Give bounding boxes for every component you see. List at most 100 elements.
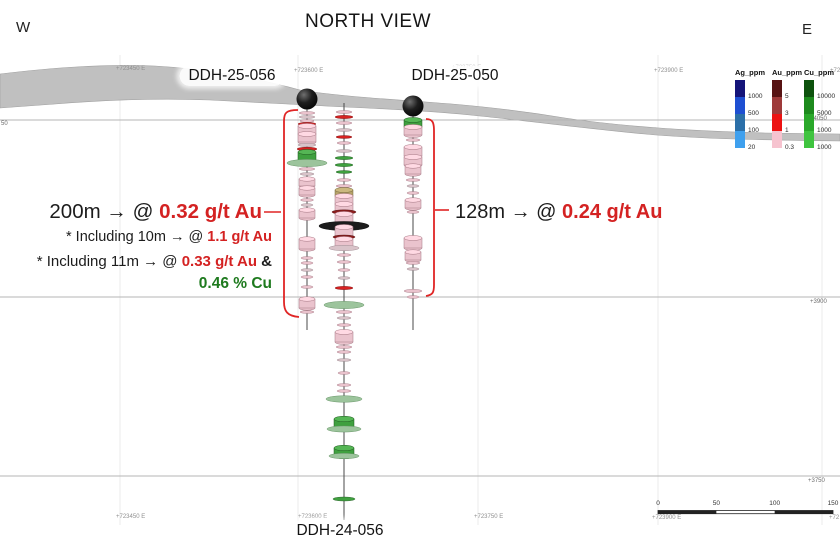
drillhole-interval: [335, 128, 353, 132]
legend-segment: [735, 131, 745, 148]
drillhole-interval: [298, 111, 316, 115]
drillhole-interval: [403, 235, 423, 241]
legend-value: 1000: [748, 93, 763, 100]
drillhole-interval: [328, 453, 360, 459]
coordinate-label-bottom: +723750 E: [474, 514, 504, 520]
compass-east: E: [802, 21, 813, 38]
elevation-label: +3750: [808, 478, 825, 484]
drillhole-interval: [335, 184, 353, 188]
scalebar-tick: 150: [827, 500, 839, 507]
drillhole-interval: [403, 289, 423, 293]
legend-value: 5: [785, 93, 789, 100]
drillhole-interval: [332, 496, 356, 502]
drillhole-interval: [403, 117, 423, 123]
drillhole-interval: [299, 119, 315, 123]
drillhole-interval: [337, 276, 351, 280]
annotation-grade-cu: 0.46 % Cu: [8, 275, 272, 293]
coordinate-label-bottom: +723600 E: [298, 514, 328, 520]
drillhole-interval: [298, 115, 316, 119]
drillhole-interval: [405, 178, 421, 182]
elevation-label: +4050: [810, 116, 827, 122]
drillhole-ddh-25-050: [402, 95, 424, 330]
legend-value: 100: [748, 127, 759, 134]
legend-segment: [772, 131, 782, 148]
including2-grade-au: 0.33 g/t Au: [181, 253, 257, 270]
drillhole-interval: [297, 131, 317, 137]
legend-title-cu_ppm: Cu_ppm: [804, 68, 834, 77]
legend-segment: [804, 97, 814, 114]
drillhole-interval: [333, 444, 355, 452]
coordinate-label-top: +723900 E: [654, 68, 684, 74]
drillhole-interval: [406, 184, 420, 188]
drillhole-interval: [326, 425, 362, 433]
drillhole-interval: [335, 121, 353, 125]
drillhole-interval: [334, 236, 354, 242]
drillhole-interval: [323, 301, 365, 309]
drillhole-interval: [406, 267, 420, 271]
drillhole-interval: [337, 371, 351, 375]
drillhole-interval: [334, 187, 354, 193]
interval-bracket-right: [425, 118, 435, 297]
coordinate-label-bottom: +72: [829, 515, 840, 521]
drillhole-interval: [337, 268, 351, 272]
legend-value: 3: [785, 110, 789, 117]
drillhole-interval: [334, 156, 354, 160]
drillhole-interval: [336, 323, 352, 327]
drillhole-interval: [299, 310, 315, 314]
drillhole-interval: [404, 197, 422, 203]
ampersand: &: [257, 253, 272, 270]
drillhole-interval: [286, 159, 328, 167]
drillhole-interval: [335, 149, 353, 153]
drillhole-label-ddh-24-056: DDH-24-056: [287, 521, 393, 541]
legend-value: 0.3: [785, 144, 795, 151]
drillhole-interval: [297, 123, 317, 129]
drillhole-interval: [406, 191, 420, 195]
drillhole-interval: [336, 260, 352, 264]
drillhole-interval: [298, 236, 316, 242]
annotation-intercept-200m: 200m → @ 0.32 g/t Au: [18, 200, 262, 224]
including2-grade-cu: 0.46 % Cu: [198, 275, 272, 292]
drillhole-interval: [336, 389, 352, 393]
drillhole-interval: [297, 149, 317, 155]
drillhole-interval: [297, 143, 317, 147]
drillhole-interval: [335, 135, 353, 139]
drillhole-interval: [300, 275, 314, 279]
coordinate-label-top: +72: [830, 68, 840, 74]
scalebar-segment: [774, 510, 833, 514]
legend-value: 10000: [817, 93, 836, 100]
drillhole-interval: [334, 193, 354, 199]
legend-value: 500: [748, 110, 759, 117]
including-length: * Including 10m → @: [66, 229, 208, 245]
legend-segment: [804, 80, 814, 97]
coordinate-label-bottom: +723450 E: [116, 514, 146, 520]
scalebar-segment: [658, 510, 717, 514]
drillhole-interval: [300, 261, 314, 265]
scalebar-tick: 100: [769, 500, 781, 507]
drillhole-interval: [334, 211, 354, 217]
legend-segment: [735, 97, 745, 114]
drillhole-interval: [404, 249, 422, 255]
drillhole-interval: [335, 310, 353, 314]
drillhole-interval: [335, 345, 353, 349]
drillhole-interval: [300, 256, 314, 260]
legend-segment: [735, 80, 745, 97]
elevation-label: +3900: [810, 299, 827, 305]
legend-title-ag_ppm: Ag_ppm: [735, 68, 765, 77]
drillhole-interval: [334, 163, 354, 167]
drillhole-collar: [296, 88, 318, 110]
drillhole-interval: [334, 115, 354, 119]
page-title: NORTH VIEW: [304, 11, 432, 32]
coordinate-label-bottom: +723900 E: [652, 515, 682, 521]
legend-value: 1: [785, 127, 789, 134]
coordinate-label-top: +723450 E: [116, 66, 146, 72]
drillhole-interval: [300, 198, 314, 202]
drillhole-interval: [325, 395, 363, 403]
annotation-including-10m: * Including 10m → @ 1.1 g/t Au: [8, 229, 272, 245]
drillhole-interval: [403, 124, 423, 130]
drillhole-interval: [405, 138, 421, 142]
drillhole-interval: [333, 415, 355, 423]
legend-value: 20: [748, 144, 756, 151]
legend-segment: [804, 131, 814, 148]
legend-segment: [772, 80, 782, 97]
